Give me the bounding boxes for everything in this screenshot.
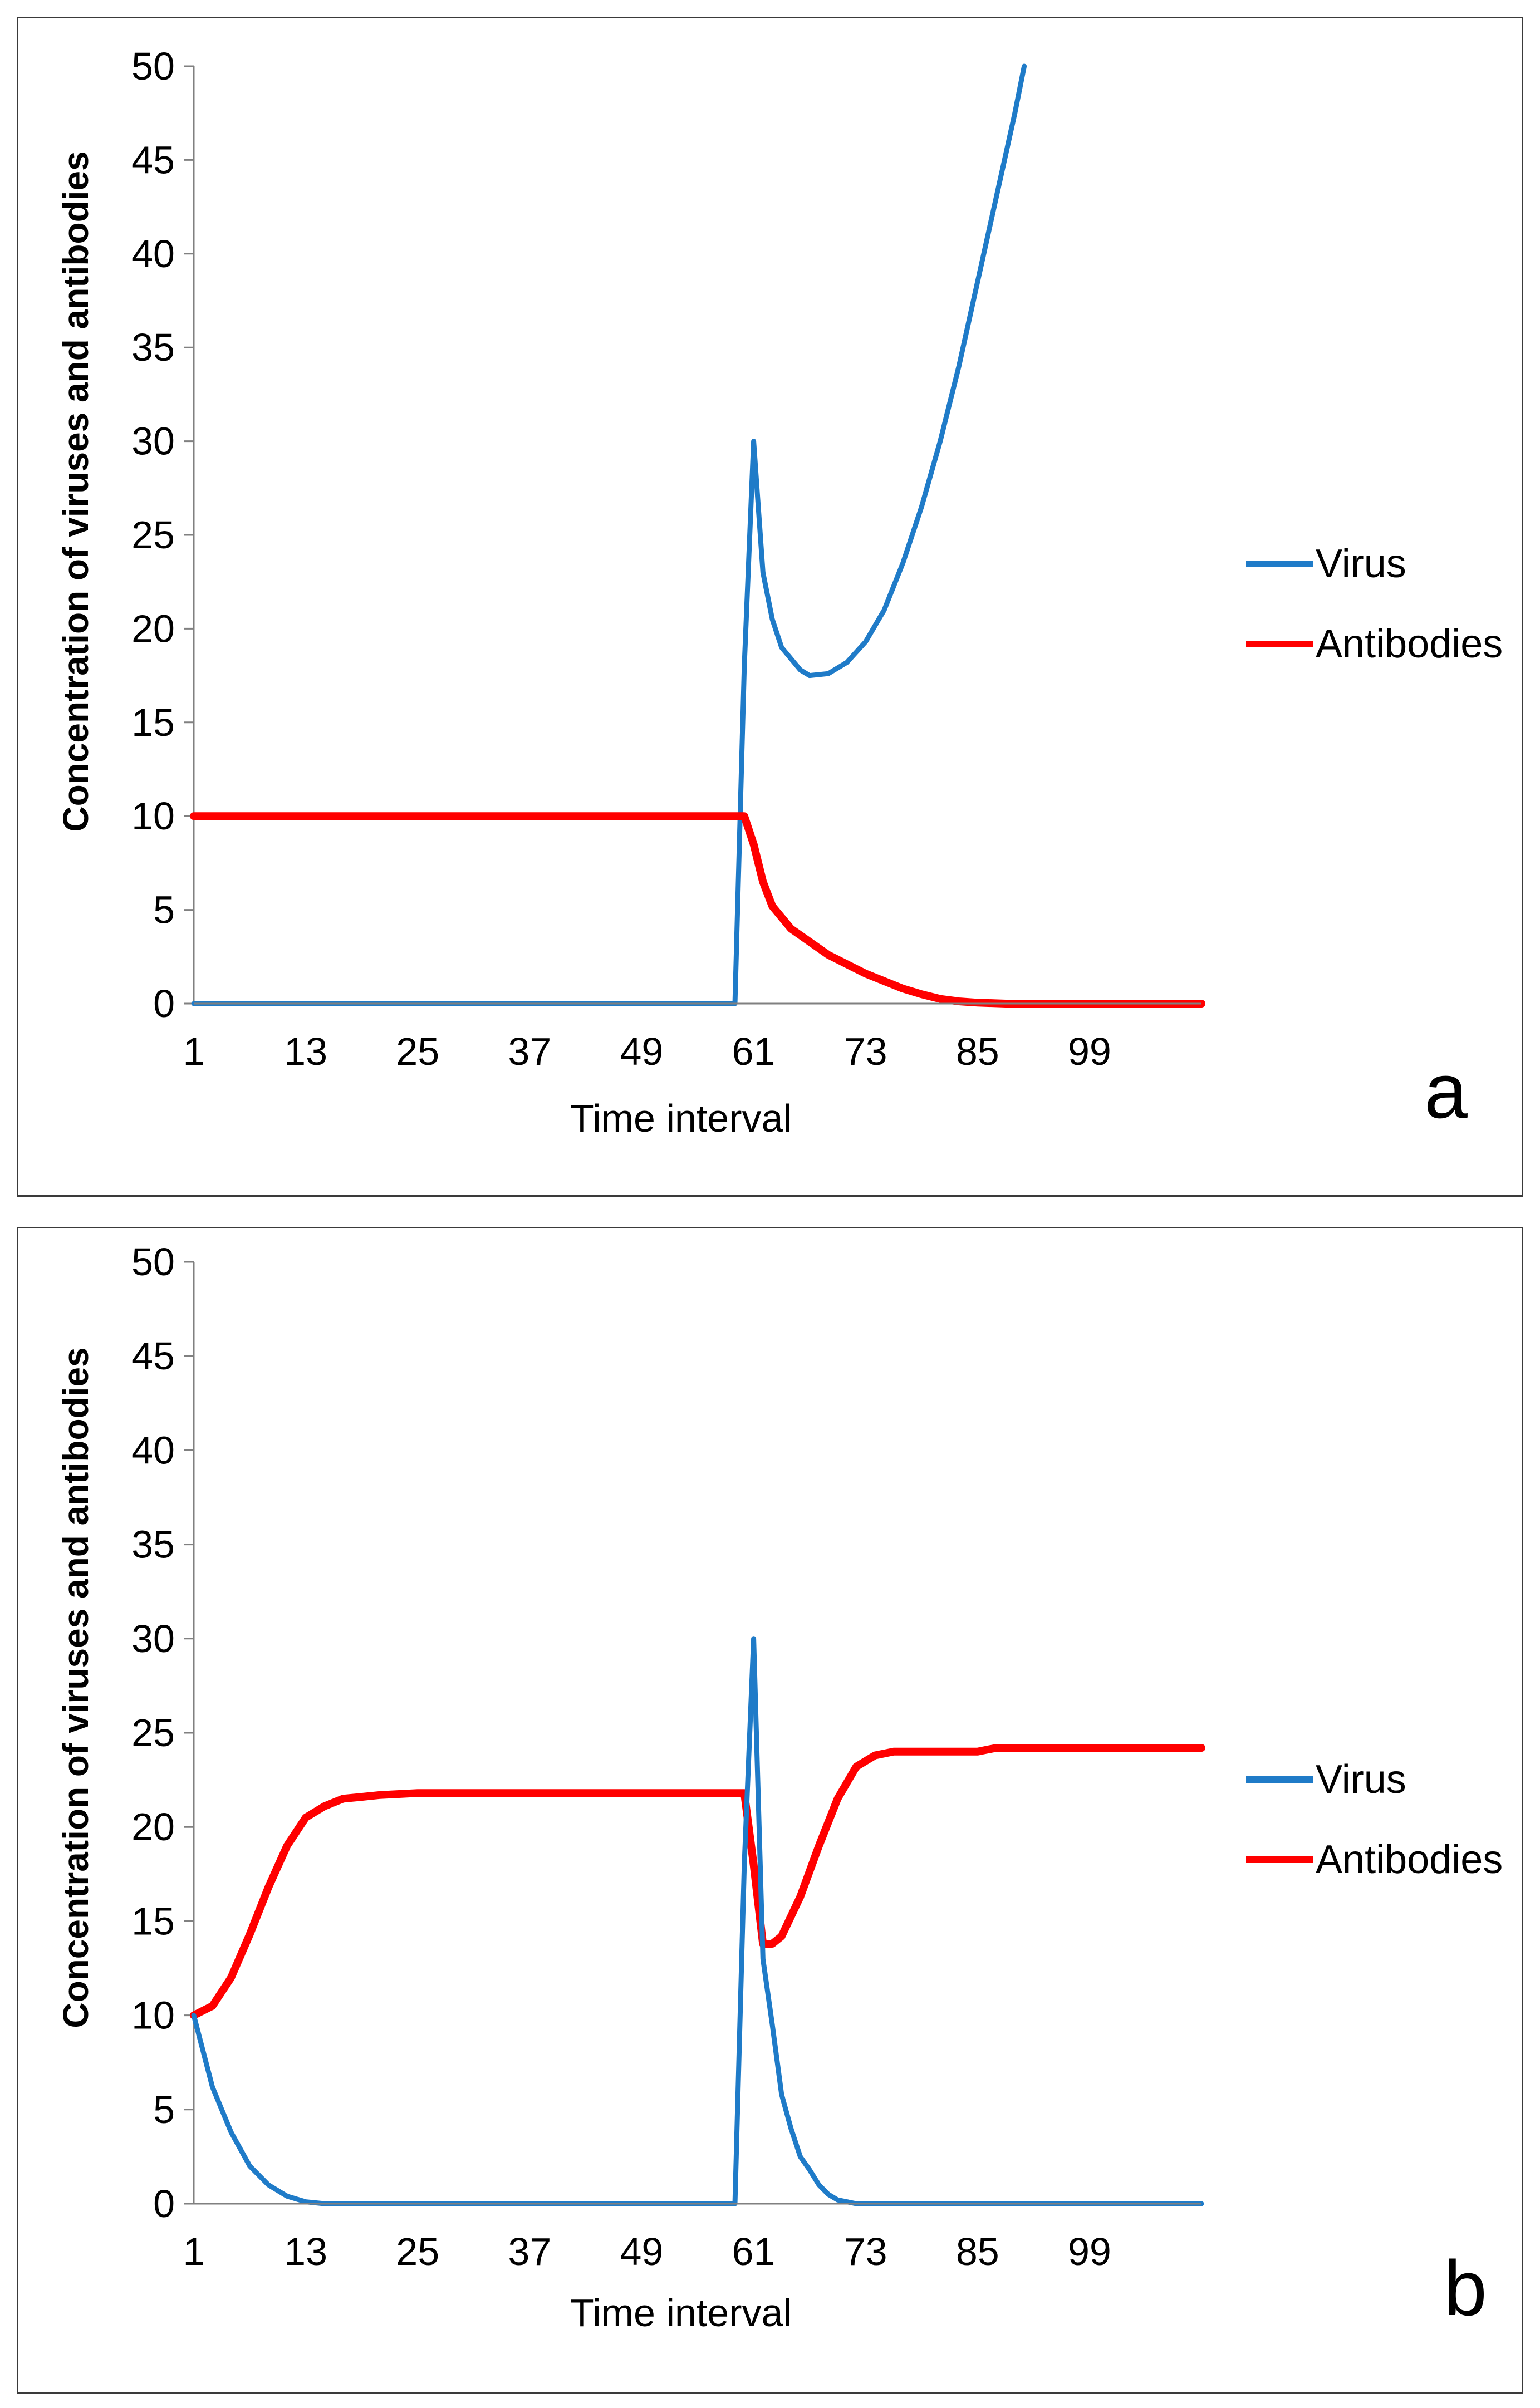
- x-tick-label-b: 73: [844, 2230, 887, 2273]
- legend-label-virus-b: Virus: [1316, 1757, 1406, 1802]
- x-tick-label-a: 99: [1068, 1030, 1111, 1073]
- x-tick-label-a: 49: [620, 1030, 664, 1073]
- x-tick-label-b: 13: [284, 2230, 327, 2273]
- panel-label-b: b: [1444, 2244, 1487, 2332]
- x-tick-label-a: 61: [732, 1030, 776, 1073]
- y-tick-label-a: 15: [131, 701, 175, 744]
- y-axis-title-a: Concentration of viruses and antibodies: [56, 151, 96, 832]
- x-tick-label-a: 85: [956, 1030, 999, 1073]
- panel-label-a: a: [1424, 1047, 1468, 1134]
- x-tick-label-b: 99: [1068, 2230, 1111, 2273]
- chart-a-svg: Concentration of viruses and antibodies …: [56, 45, 1503, 1140]
- series-line-virus-a: [191, 63, 1027, 1006]
- x-tick-label-b: 61: [732, 2230, 776, 2273]
- y-tick-label-b: 25: [131, 1711, 175, 1755]
- y-tick-label-b: 40: [131, 1428, 175, 1472]
- x-tick-label-a: 1: [183, 1030, 205, 1073]
- y-tick-label-b: 15: [131, 1899, 175, 1943]
- chart-b-svg: Concentration of viruses and antibodies …: [56, 1240, 1503, 2335]
- y-tick-label-a: 45: [131, 138, 175, 181]
- series-line-virus-b: [191, 1636, 1204, 2206]
- legend-label-antibodies-a: Antibodies: [1316, 622, 1503, 666]
- plot-area-b: 0 5 10 15 20 25 30 35 40 45 50 1 13 25 37 49 61 73 85 99: [131, 1240, 1205, 2273]
- x-tick-label-b: 1: [183, 2230, 205, 2273]
- x-tick-label-a: 73: [844, 1030, 887, 1073]
- plot-area-a: 0 5 10 15 20 25 30 35 40 45 50 1 13 25 37 49 61 73 85 99: [131, 45, 1205, 1073]
- y-tick-label-b: 30: [131, 1617, 175, 1660]
- y-tick-label-b: 45: [131, 1334, 175, 1378]
- legend-label-virus-a: Virus: [1316, 542, 1406, 586]
- legend-label-antibodies-b: Antibodies: [1316, 1837, 1503, 1882]
- series-line-antibodies-b: [190, 1744, 1205, 2019]
- x-tick-label-a: 25: [396, 1030, 439, 1073]
- x-tick-label-b: 25: [396, 2230, 439, 2273]
- y-tick-label-b: 10: [131, 1994, 175, 2037]
- y-tick-label-a: 25: [131, 513, 175, 557]
- x-tick-label-b: 37: [508, 2230, 551, 2273]
- y-axis-title-b: Concentration of viruses and antibodies: [56, 1347, 96, 2028]
- x-tick-label-b: 85: [956, 2230, 999, 2273]
- chart-panel-b: Concentration of viruses and antibodies …: [17, 1227, 1523, 2394]
- chart-panel-a: Concentration of viruses and antibodies …: [17, 17, 1523, 1197]
- x-tick-label-a: 37: [508, 1030, 551, 1073]
- x-axis-title-a: Time interval: [570, 1097, 792, 1140]
- y-tick-label-a: 20: [131, 607, 175, 650]
- x-axis-title-b: Time interval: [570, 2291, 792, 2335]
- y-tick-label-b: 50: [131, 1240, 175, 1284]
- y-tick-label-b: 0: [153, 2182, 175, 2225]
- y-tick-label-a: 0: [153, 982, 175, 1025]
- y-tick-label-a: 35: [131, 326, 175, 369]
- x-tick-label-a: 13: [284, 1030, 327, 1073]
- y-tick-label-a: 10: [131, 794, 175, 838]
- x-tick-label-b: 49: [620, 2230, 664, 2273]
- y-tick-label-a: 30: [131, 420, 175, 463]
- y-tick-label-b: 20: [131, 1805, 175, 1849]
- y-tick-label-a: 40: [131, 232, 175, 276]
- y-tick-label-b: 35: [131, 1523, 175, 1566]
- y-tick-label-a: 50: [131, 45, 175, 88]
- y-tick-label-b: 5: [153, 2088, 175, 2131]
- y-tick-label-a: 5: [153, 888, 175, 932]
- series-line-antibodies-a: [190, 812, 1205, 1008]
